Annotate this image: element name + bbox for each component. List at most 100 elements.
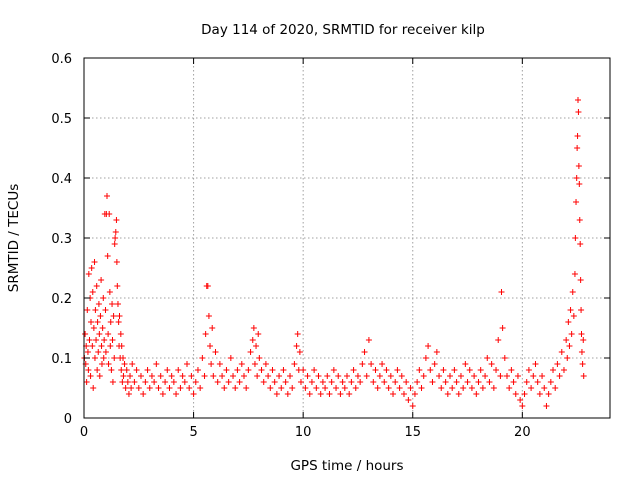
data-point: [98, 343, 105, 349]
data-point: [577, 277, 584, 283]
data-point: [372, 367, 379, 373]
data-point: [427, 367, 434, 373]
data-point: [247, 349, 254, 355]
data-point: [151, 379, 158, 385]
data-point: [575, 163, 582, 169]
data-point: [115, 319, 122, 325]
data-point: [119, 379, 126, 385]
data-point: [414, 379, 421, 385]
data-point: [199, 355, 206, 361]
data-point: [462, 361, 469, 367]
data-point: [205, 313, 212, 319]
data-point: [123, 367, 130, 373]
data-point: [497, 373, 504, 379]
data-point: [106, 211, 113, 217]
data-point: [282, 379, 289, 385]
data-point: [451, 367, 458, 373]
x-tick-label: 20: [514, 425, 531, 440]
data-point: [93, 337, 100, 343]
data-point: [170, 379, 177, 385]
data-point: [573, 199, 580, 205]
data-point: [102, 307, 109, 313]
data-point: [577, 241, 584, 247]
data-point: [88, 319, 95, 325]
data-point: [260, 379, 267, 385]
data-point: [460, 385, 467, 391]
data-point: [269, 367, 276, 373]
data-point: [495, 337, 502, 343]
data-point: [98, 361, 105, 367]
grid: [84, 58, 610, 418]
data-point: [157, 373, 164, 379]
data-point: [525, 367, 532, 373]
data-point: [517, 397, 524, 403]
data-point: [184, 361, 191, 367]
data-point: [558, 349, 565, 355]
data-point: [560, 367, 567, 373]
data-point: [256, 355, 263, 361]
data-point: [385, 385, 392, 391]
data-point: [482, 373, 489, 379]
data-point: [114, 301, 121, 307]
data-points: [81, 97, 587, 409]
data-point: [94, 319, 101, 325]
data-point: [192, 379, 199, 385]
data-point: [109, 379, 116, 385]
data-point: [381, 379, 388, 385]
data-point: [90, 325, 97, 331]
data-point: [361, 349, 368, 355]
data-point: [223, 367, 230, 373]
data-point: [528, 385, 535, 391]
data-point: [117, 331, 124, 337]
data-point: [403, 379, 410, 385]
data-point: [552, 385, 559, 391]
data-point: [330, 367, 337, 373]
data-point: [109, 301, 116, 307]
data-point: [569, 289, 576, 295]
data-point: [210, 373, 217, 379]
data-point: [87, 373, 94, 379]
data-point: [579, 361, 586, 367]
data-point: [94, 367, 101, 373]
data-point: [131, 379, 138, 385]
data-point: [101, 337, 108, 343]
data-point: [159, 391, 166, 397]
data-point: [433, 349, 440, 355]
x-axis-label: GPS time / hours: [290, 458, 403, 474]
data-point: [98, 277, 105, 283]
data-point: [164, 367, 171, 373]
data-point: [100, 355, 107, 361]
data-point: [514, 373, 521, 379]
data-point: [436, 373, 443, 379]
data-point: [523, 379, 530, 385]
data-point: [440, 367, 447, 373]
data-point: [501, 355, 508, 361]
data-point: [387, 373, 394, 379]
data-point: [113, 259, 120, 265]
data-point: [186, 385, 193, 391]
data-point: [357, 379, 364, 385]
data-point: [317, 391, 324, 397]
data-point: [207, 343, 214, 349]
data-point: [144, 367, 151, 373]
data-point: [565, 319, 572, 325]
data-point: [236, 379, 243, 385]
data-point: [102, 349, 109, 355]
data-point: [333, 385, 340, 391]
data-point: [88, 265, 95, 271]
data-point: [570, 313, 577, 319]
data-point: [95, 349, 102, 355]
data-point: [532, 361, 539, 367]
data-point: [89, 289, 96, 295]
data-point: [396, 385, 403, 391]
data-point: [188, 373, 195, 379]
data-point: [575, 109, 582, 115]
data-point: [566, 343, 573, 349]
data-point: [572, 235, 579, 241]
data-point: [240, 373, 247, 379]
data-point: [105, 361, 112, 367]
data-point: [438, 385, 445, 391]
data-point: [449, 385, 456, 391]
data-point: [232, 385, 239, 391]
data-point: [490, 385, 497, 391]
